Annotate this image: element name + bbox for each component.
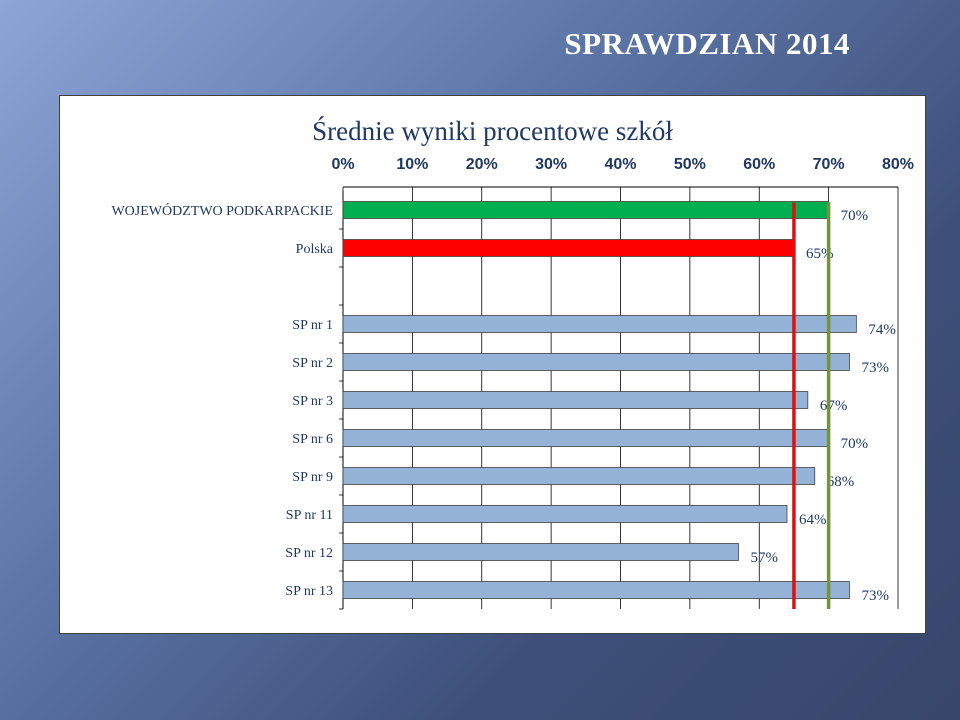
bar — [342, 581, 850, 599]
category-label: SP nr 9 — [292, 470, 333, 485]
data-label: 74% — [868, 322, 896, 338]
bar — [342, 429, 830, 447]
category-label: Polska — [296, 242, 334, 257]
category-label: SP nr 11 — [286, 508, 333, 523]
bar — [342, 239, 795, 257]
category-label: SP nr 3 — [292, 394, 333, 409]
data-label: 65% — [806, 246, 834, 262]
chart-panel: Średnie wyniki procentowe szkół 0% 10% 20%… — [59, 95, 926, 634]
data-label: 64% — [799, 512, 827, 528]
bar — [342, 315, 857, 333]
x-tick-label: 30% — [535, 156, 567, 173]
x-tick-label: 40% — [604, 156, 636, 173]
category-label: WOJEWÓDZTWO PODKARPACKIE — [111, 202, 333, 219]
category-label: SP nr 6 — [292, 432, 333, 447]
x-tick-label: 50% — [674, 156, 706, 173]
bar — [342, 543, 739, 561]
x-tick-label: 0% — [331, 156, 354, 173]
data-label: 73% — [861, 588, 889, 604]
category-label: SP nr 13 — [285, 584, 333, 599]
category-label: SP nr 12 — [285, 546, 333, 561]
x-tick-label: 70% — [813, 156, 845, 173]
category-label: SP nr 2 — [292, 356, 333, 371]
bar — [342, 201, 830, 219]
bar — [342, 467, 816, 485]
bar-chart: 0% 10% 20% 30% 40% 50% 60% 70% 80% WOJEWÓDZTWO PO… — [111, 156, 914, 610]
category-label: SP nr 1 — [292, 318, 333, 333]
chart-title: Średnie wyniki procentowe szkół — [312, 116, 673, 146]
x-tick-label: 80% — [882, 156, 914, 173]
data-label: 73% — [861, 360, 889, 376]
data-label: 57% — [750, 550, 778, 566]
x-tick-label: 60% — [743, 156, 775, 173]
data-label: 70% — [841, 208, 869, 224]
bar — [342, 353, 850, 371]
data-label: 68% — [827, 474, 855, 490]
data-label: 67% — [820, 398, 848, 414]
bar — [342, 505, 788, 523]
data-label: 70% — [841, 436, 869, 452]
x-tick-label: 20% — [466, 156, 498, 173]
slide-title: SPRAWDZIAN 2014 — [564, 26, 850, 61]
bar — [342, 391, 809, 409]
x-tick-label: 10% — [396, 156, 428, 173]
